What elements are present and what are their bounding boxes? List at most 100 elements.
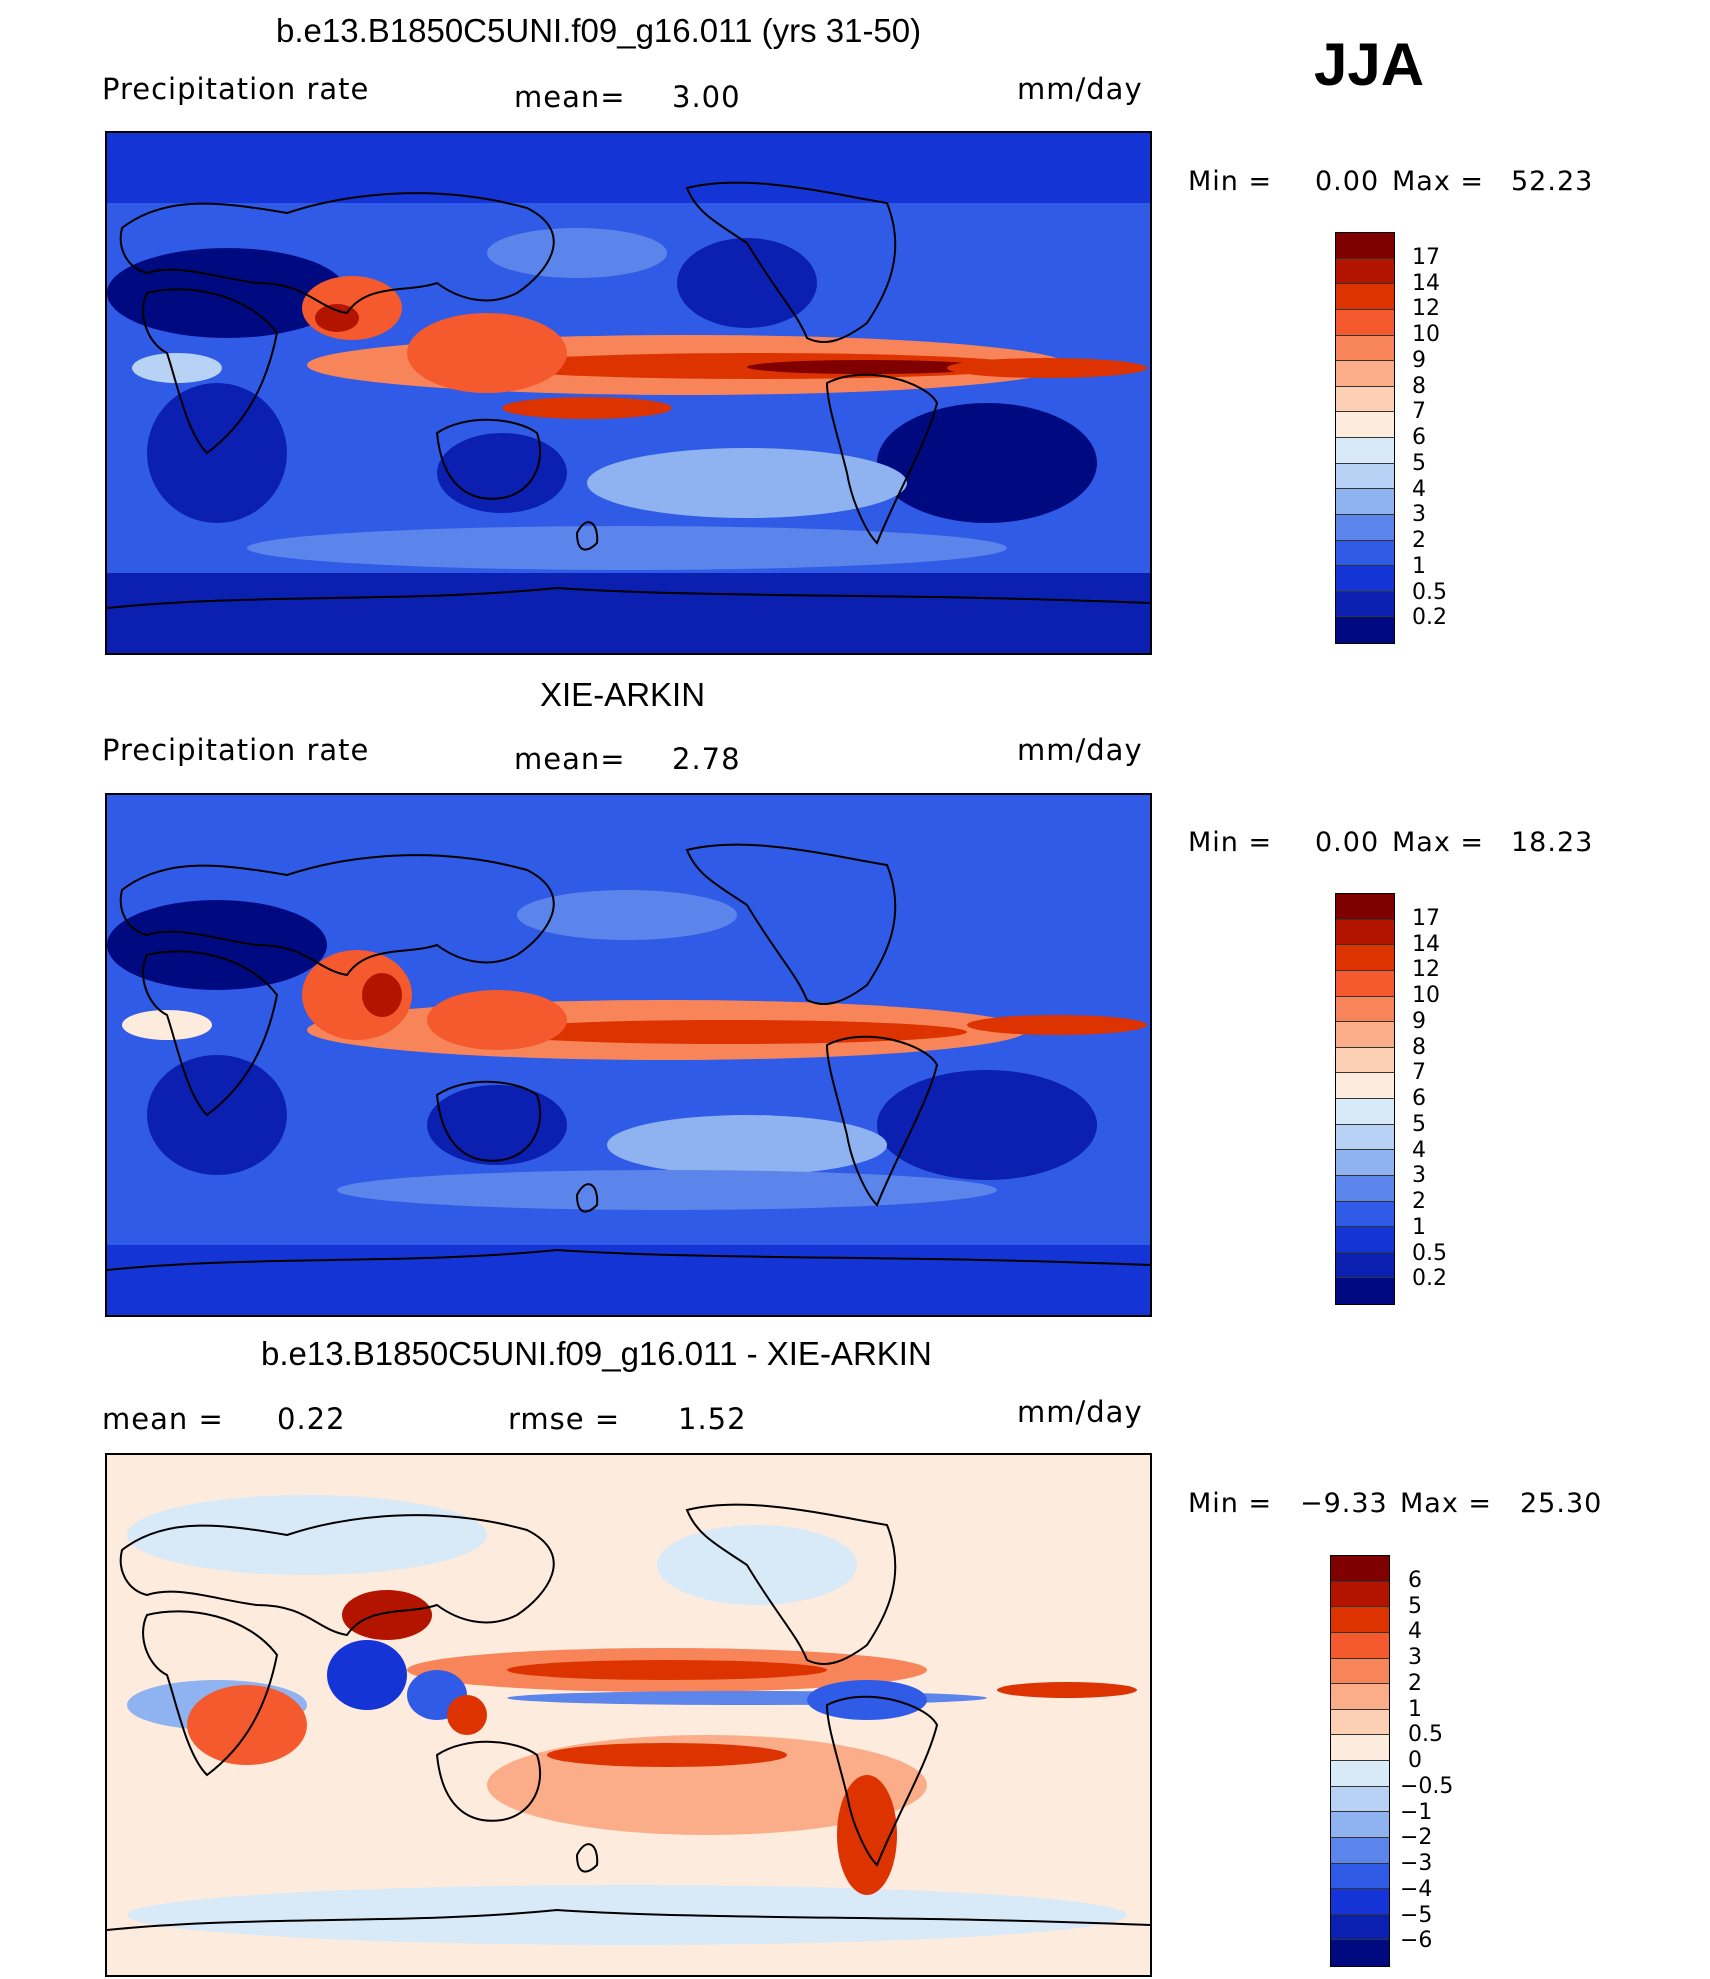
panel3-colorbar xyxy=(1330,1555,1390,1967)
panel1-spcz xyxy=(502,397,672,419)
colorbar-segment xyxy=(1336,1150,1394,1176)
panel2-min-value: 0.00 xyxy=(1315,827,1380,858)
colorbar-tick-label: 12 xyxy=(1412,296,1440,322)
panel2-bay-of-bengal xyxy=(362,973,402,1017)
panel1-central-africa-light xyxy=(132,353,222,383)
colorbar-tick-label: 17 xyxy=(1412,244,1440,270)
colorbar-segment xyxy=(1336,1124,1394,1151)
colorbar-tick-label: 9 xyxy=(1412,347,1426,373)
panel1-mean-label: mean= xyxy=(514,80,626,114)
colorbar-tick-label: 0.5 xyxy=(1408,1722,1443,1748)
colorbar-segment xyxy=(1336,1022,1394,1048)
colorbar-segment xyxy=(1336,970,1394,997)
colorbar-tick-label: −2 xyxy=(1400,1825,1433,1851)
panel2-midlat-storm xyxy=(517,890,737,940)
panel2-min-label: Min = xyxy=(1188,827,1273,858)
colorbar-tick-label: 2 xyxy=(1408,1670,1422,1696)
colorbar-segment xyxy=(1336,361,1394,387)
colorbar-tick-label: −5 xyxy=(1400,1902,1433,1928)
colorbar-segment xyxy=(1331,1837,1389,1864)
colorbar-segment xyxy=(1336,996,1394,1023)
panel2-south-pacific-light xyxy=(607,1115,887,1175)
colorbar-tick-label: 9 xyxy=(1412,1008,1426,1034)
colorbar-segment xyxy=(1336,463,1394,490)
panel3-mean-value: 0.22 xyxy=(277,1402,346,1436)
colorbar-tick-label: 0 xyxy=(1408,1748,1422,1773)
panel1-midlat-storm xyxy=(487,228,667,278)
colorbar-tick-label: 17 xyxy=(1412,905,1440,931)
colorbar-tick-label: 8 xyxy=(1412,373,1426,399)
panel1-coastlines xyxy=(107,181,1150,609)
panel2-units: mm/day xyxy=(1017,733,1143,767)
panel1-se-pacific-dry xyxy=(877,403,1097,523)
colorbar-segment xyxy=(1331,1761,1389,1787)
panel2-antarctic-band xyxy=(107,1245,1150,1315)
colorbar-segment xyxy=(1331,1786,1389,1813)
colorbar-segment xyxy=(1336,1047,1394,1074)
colorbar-segment xyxy=(1336,617,1394,643)
panel3-min-label: Min = xyxy=(1188,1488,1273,1519)
colorbar-segment xyxy=(1336,894,1394,920)
colorbar-segment xyxy=(1331,1940,1389,1966)
panel2-arctic-band xyxy=(107,795,1150,855)
panel1-colorbar xyxy=(1335,232,1395,644)
colorbar-segment xyxy=(1336,1278,1394,1304)
panel1-units: mm/day xyxy=(1017,72,1143,106)
panel2-coastlines xyxy=(107,843,1150,1271)
colorbar-segment xyxy=(1336,335,1394,362)
colorbar-tick-label: 6 xyxy=(1412,425,1426,450)
panel1-min-label: Min = xyxy=(1188,166,1273,197)
colorbar-tick-label: 4 xyxy=(1412,476,1426,502)
colorbar-tick-label: 7 xyxy=(1412,1060,1426,1086)
panel2-max-value: 18.23 xyxy=(1511,827,1594,858)
colorbar-tick-label: 2 xyxy=(1412,1189,1426,1214)
colorbar-tick-label: 5 xyxy=(1408,1593,1422,1619)
colorbar-segment xyxy=(1331,1556,1389,1582)
panel3-min-value: −9.33 xyxy=(1300,1488,1388,1519)
panel3-rmse-value: 1.52 xyxy=(678,1402,747,1436)
panel1-south-pacific-light xyxy=(587,448,907,518)
colorbar-tick-label: 0.5 xyxy=(1412,1240,1447,1266)
panel2-southern-ocean-light xyxy=(337,1170,997,1210)
colorbar-segment xyxy=(1336,514,1394,541)
colorbar-segment xyxy=(1336,412,1394,438)
panel1-title: b.e13.B1850C5UNI.f09_g16.011 (yrs 31-50) xyxy=(276,12,922,49)
colorbar-segment xyxy=(1336,1175,1394,1202)
panel3-north-pacific-core xyxy=(507,1660,827,1680)
panel1-southern-africa-dry xyxy=(147,383,287,523)
panel3-max-value: 25.30 xyxy=(1520,1488,1603,1519)
colorbar-tick-label: 0.2 xyxy=(1412,1266,1447,1292)
colorbar-segment xyxy=(1336,438,1394,464)
panel2-title: XIE-ARKIN xyxy=(540,676,706,713)
colorbar-segment xyxy=(1331,1658,1389,1685)
panel3-map xyxy=(105,1453,1152,1977)
colorbar-segment xyxy=(1336,566,1394,592)
panel3-tibet-warm xyxy=(342,1590,432,1640)
colorbar-segment xyxy=(1336,258,1394,285)
colorbar-tick-label: 10 xyxy=(1412,983,1440,1008)
colorbar-segment xyxy=(1336,1252,1394,1279)
panel2-sahara-dry xyxy=(107,900,327,990)
colorbar-segment xyxy=(1336,1073,1394,1099)
colorbar-tick-label: 3 xyxy=(1412,502,1426,528)
panel3-north-pacific-light xyxy=(657,1525,857,1605)
colorbar-segment xyxy=(1331,1914,1389,1941)
panel3-central-america-cold xyxy=(807,1680,927,1720)
colorbar-tick-label: 3 xyxy=(1408,1645,1422,1670)
colorbar-tick-label: 14 xyxy=(1412,270,1440,296)
panel3-rmse-label: rmse = xyxy=(508,1402,621,1436)
colorbar-tick-label: 1 xyxy=(1412,553,1426,579)
colorbar-tick-label: 8 xyxy=(1412,1034,1426,1060)
colorbar-tick-label: 0.5 xyxy=(1412,579,1447,605)
panel1-min-value: 0.00 xyxy=(1315,166,1380,197)
panel2-australia-dry xyxy=(427,1085,567,1165)
panel1-max-value: 52.23 xyxy=(1511,166,1594,197)
colorbar-tick-label: 0.2 xyxy=(1412,605,1447,631)
colorbar-segment xyxy=(1331,1632,1389,1659)
colorbar-segment xyxy=(1336,1227,1394,1253)
panel1-atlantic-itcz xyxy=(947,358,1147,378)
colorbar-tick-label: 5 xyxy=(1412,1111,1426,1137)
colorbar-tick-label: 10 xyxy=(1412,322,1440,347)
panel2-west-pacific-warm xyxy=(427,990,567,1050)
colorbar-segment xyxy=(1331,1709,1389,1736)
